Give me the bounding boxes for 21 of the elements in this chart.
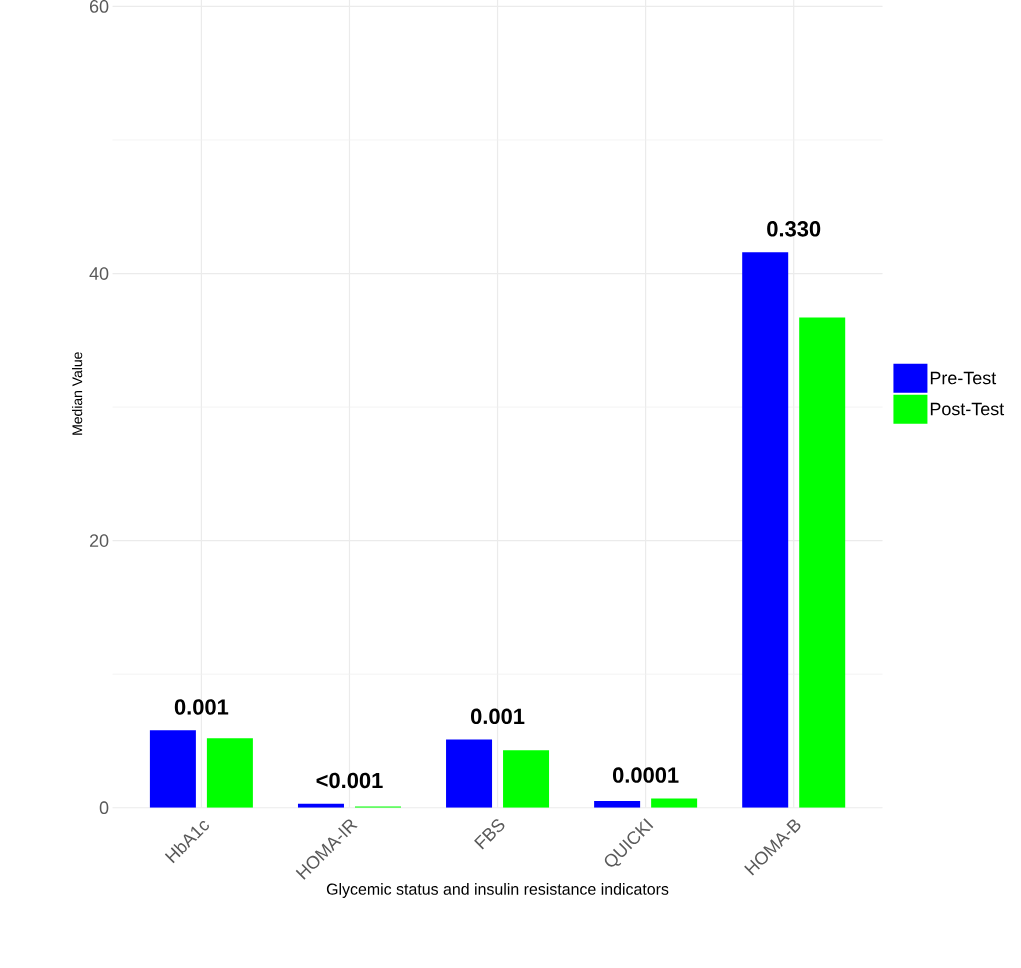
x-axis-title: Glycemic status and insulin resistance indicators xyxy=(326,883,669,898)
annotation: 0.330 xyxy=(767,221,821,237)
annotation: 0.0001 xyxy=(612,767,679,783)
annotation: 0.001 xyxy=(174,699,229,715)
bar xyxy=(446,739,493,808)
bar xyxy=(799,317,846,808)
legend-label: Pre-Test xyxy=(930,371,997,385)
bar xyxy=(206,738,253,808)
y-axis-title: Median Value xyxy=(71,352,83,435)
bar xyxy=(594,801,641,808)
y-tick-label: 20 xyxy=(89,534,109,547)
y-tick-label: 60 xyxy=(89,0,109,13)
legend-label: Post-Test xyxy=(930,402,1005,416)
bar xyxy=(503,750,550,808)
annotation: 0.001 xyxy=(470,708,525,725)
annotation: <0.001 xyxy=(316,772,383,789)
y-tick-label: 40 xyxy=(89,267,109,280)
bar xyxy=(742,252,789,808)
bar xyxy=(651,798,698,808)
y-tick-label: 0 xyxy=(99,801,109,815)
bar xyxy=(149,730,196,808)
